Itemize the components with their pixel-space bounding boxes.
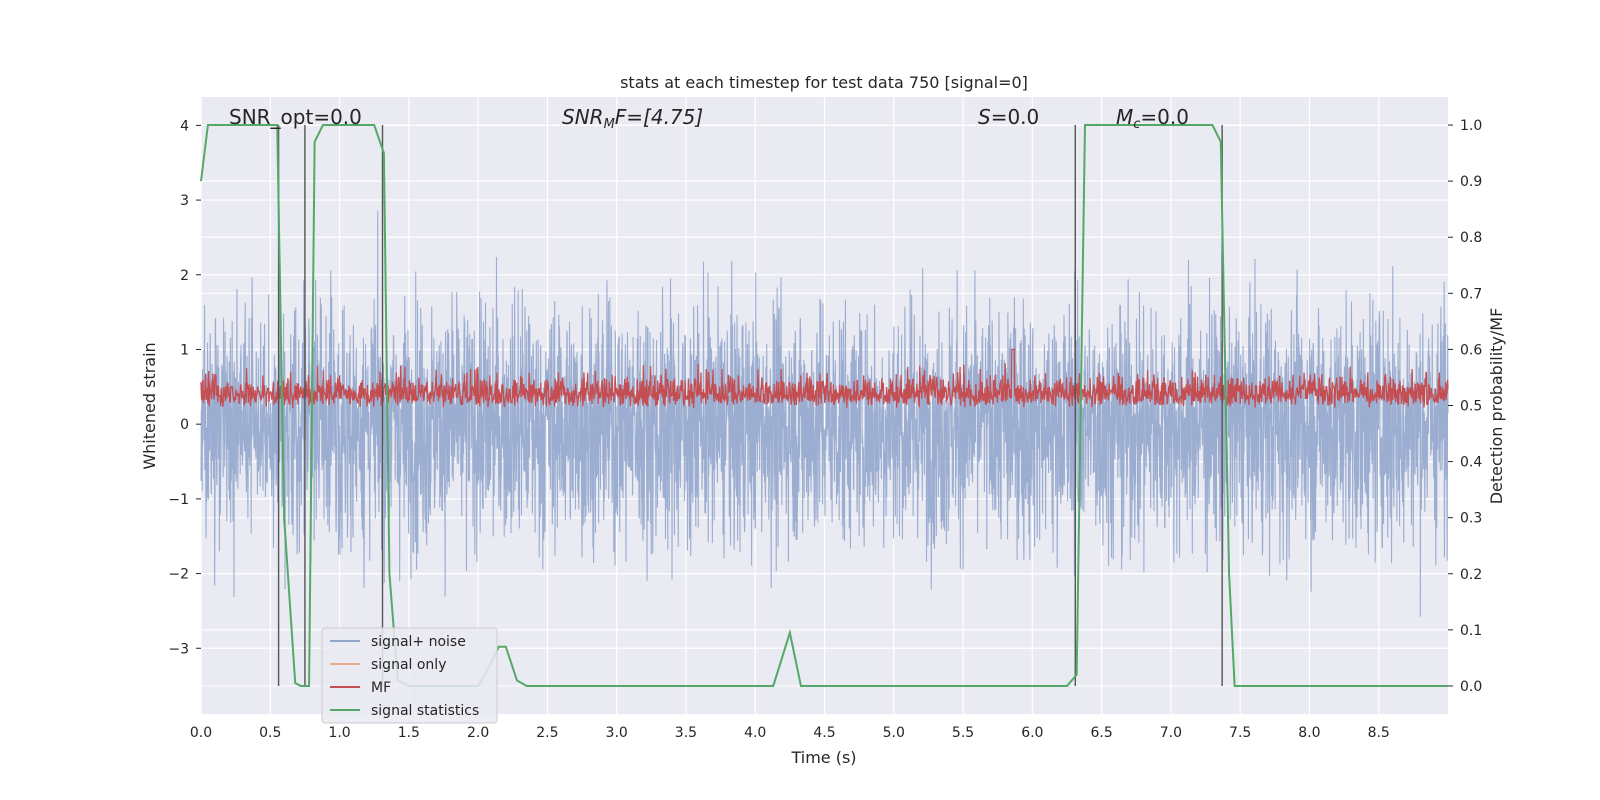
- y2-axis-label: Detection probability/MF: [1487, 308, 1506, 505]
- y2-tick-label: 0.7: [1460, 286, 1482, 302]
- x-tick-label: 3.0: [606, 725, 628, 741]
- x-tick-label: 2.5: [536, 725, 558, 741]
- mf-line: [200, 348, 1449, 408]
- y-axis-ticks: 4 3 2 1 0 −1 −2 −3: [168, 118, 201, 657]
- x-tick-label: 8.0: [1298, 725, 1320, 741]
- y2-tick-label: 0.5: [1460, 399, 1482, 415]
- y2-tick-label: 0.3: [1460, 511, 1482, 527]
- x-tick-label: 7.5: [1229, 725, 1251, 741]
- x-tick-label: 5.5: [952, 725, 974, 741]
- y2-tick-label: 0.8: [1460, 230, 1482, 246]
- series-mf: [200, 348, 1449, 408]
- y2-axis-ticks: 1.0 0.9 0.8 0.7 0.6 0.5 0.4 0.3 0.2 0.1 0.0: [1448, 118, 1482, 695]
- y-tick-label: 4: [180, 118, 189, 134]
- x-axis-label: Time (s): [790, 748, 856, 767]
- y-tick-label: 1: [180, 342, 189, 358]
- s-symbol: S: [978, 105, 991, 129]
- x-tick-label: 1.0: [328, 725, 350, 741]
- legend-label-mf: MF: [371, 680, 391, 696]
- snr-mf-value: F=[4.75]: [615, 105, 703, 129]
- x-tick-label: 6.0: [1021, 725, 1043, 741]
- y2-tick-label: 0.0: [1460, 679, 1482, 695]
- annotation-snr-opt: SNR_opt=0.0: [229, 105, 362, 129]
- y2-tick-label: 0.1: [1460, 623, 1482, 639]
- y-tick-label: −2: [168, 567, 189, 583]
- legend-box: [321, 627, 498, 724]
- legend: signal+ noise signal only MF signal stat…: [321, 627, 498, 724]
- y-axis-label: Whitened strain: [140, 342, 159, 469]
- x-tick-label: 4.0: [744, 725, 766, 741]
- mc-symbol: M: [1116, 105, 1133, 129]
- x-tick-label: 5.0: [883, 725, 905, 741]
- y-tick-label: −1: [168, 492, 189, 508]
- y2-tick-label: 0.9: [1460, 174, 1482, 190]
- x-axis-ticks: 0.0 0.5 1.0 1.5 2.0 2.5 3.0 3.5 4.0 4.5 5.0 5.5 6.0 6…: [190, 725, 1390, 741]
- legend-label-signal-only: signal only: [371, 657, 446, 673]
- x-tick-label: 0.0: [190, 725, 212, 741]
- signal-noise-line: [200, 210, 1449, 617]
- y-tick-label: 0: [180, 417, 189, 433]
- mc-value: =0.0: [1140, 105, 1189, 129]
- y2-tick-label: 0.4: [1460, 455, 1482, 471]
- annotation-mc: Mc=0.0: [1116, 105, 1189, 132]
- y2-tick-label: 0.6: [1460, 342, 1482, 358]
- mc-subscript: c: [1133, 117, 1140, 132]
- legend-label-signal-statistics: signal statistics: [371, 703, 479, 719]
- s-value: =0.0: [991, 105, 1040, 129]
- annotation-snr-mf: SNRMF=[4.75]: [562, 105, 703, 132]
- x-tick-label: 2.0: [467, 725, 489, 741]
- x-tick-label: 3.5: [675, 725, 697, 741]
- y-tick-label: −3: [168, 641, 189, 657]
- x-tick-label: 8.5: [1368, 725, 1390, 741]
- legend-label-signal-noise: signal+ noise: [371, 634, 466, 650]
- snr-mf-symbol: SNR: [562, 105, 604, 129]
- x-tick-label: 1.5: [398, 725, 420, 741]
- x-tick-label: 7.0: [1160, 725, 1182, 741]
- y2-tick-label: 1.0: [1460, 118, 1482, 134]
- y2-tick-label: 0.2: [1460, 567, 1482, 583]
- y-tick-label: 3: [180, 193, 189, 209]
- x-tick-label: 6.5: [1090, 725, 1112, 741]
- chart-title: stats at each timestep for test data 750…: [620, 73, 1028, 92]
- series-signal-noise: [200, 210, 1449, 617]
- x-tick-label: 4.5: [813, 725, 835, 741]
- snr-mf-subscript: M: [604, 117, 615, 132]
- x-tick-label: 0.5: [259, 725, 281, 741]
- y-tick-label: 2: [180, 268, 189, 284]
- annotation-s: S=0.0: [978, 105, 1039, 129]
